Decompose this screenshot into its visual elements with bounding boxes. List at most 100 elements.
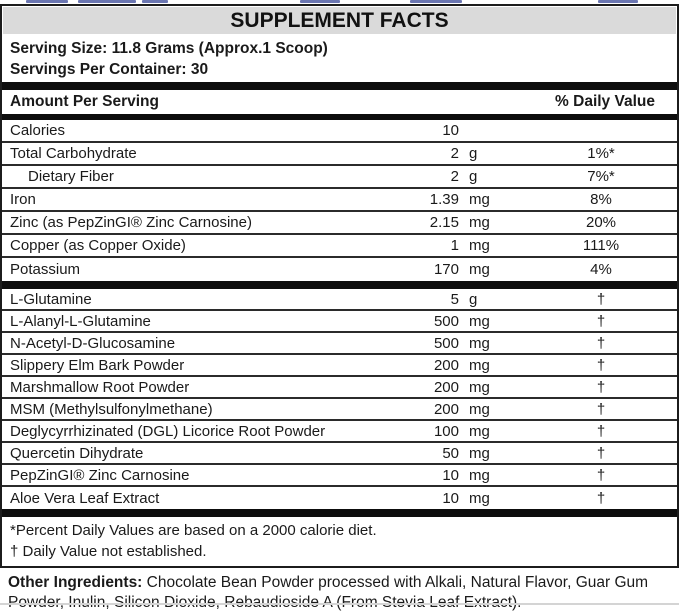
nutrient-name: Deglycyrrhizinated (DGL) Licorice Root P… bbox=[10, 422, 326, 440]
section-divider bbox=[2, 281, 677, 289]
nutrient-name: Calories bbox=[10, 122, 66, 139]
nutrient-daily-value: 4% bbox=[590, 261, 612, 278]
nutrient-unit: mg bbox=[469, 191, 490, 208]
nutrient-amount: 170 bbox=[433, 261, 459, 278]
nutrient-name: MSM (Methylsulfonylmethane) bbox=[10, 400, 213, 418]
nutrient-daily-value: 20% bbox=[585, 214, 617, 231]
cropped-text-strip bbox=[0, 0, 679, 4]
nutrient-daily-value: 111% bbox=[582, 237, 620, 254]
table-row-aloe-vera-leaf-extract: Aloe Vera Leaf Extract 10 mg † bbox=[2, 487, 677, 509]
nutrient-unit: mg bbox=[469, 334, 490, 352]
nutrient-name: Aloe Vera Leaf Extract bbox=[10, 489, 160, 507]
nutrient-daily-value: † bbox=[596, 489, 606, 507]
nutrient-name: Dietary Fiber bbox=[28, 168, 114, 185]
nutrient-unit: mg bbox=[469, 214, 490, 231]
nutrient-rows-main: Calories 10 Total Carbohydrate 2 g 1%* D… bbox=[2, 120, 677, 281]
nutrient-daily-value: 1%* bbox=[587, 145, 615, 162]
nutrient-daily-value: 8% bbox=[590, 191, 612, 208]
nutrient-daily-value: 7%* bbox=[587, 168, 615, 185]
nutrient-unit: g bbox=[469, 290, 478, 308]
nutrient-amount: 500 bbox=[433, 312, 459, 330]
nutrient-unit: mg bbox=[469, 466, 490, 484]
nutrient-amount: 500 bbox=[433, 334, 459, 352]
nutrient-daily-value: † bbox=[596, 400, 606, 418]
nutrient-daily-value: † bbox=[596, 312, 606, 330]
nutrient-amount: 50 bbox=[442, 444, 459, 462]
nutrient-daily-value: † bbox=[596, 422, 606, 440]
nutrient-daily-value: † bbox=[596, 334, 606, 352]
nutrient-name: Iron bbox=[10, 191, 36, 208]
nutrient-unit: mg bbox=[469, 261, 490, 278]
table-row-l-glutamine: L-Glutamine 5 g † bbox=[2, 289, 677, 311]
nutrient-amount: 2 bbox=[450, 145, 459, 162]
supplement-facts-panel: SUPPLEMENT FACTS Serving Size: 11.8 Gram… bbox=[0, 4, 679, 568]
nutrient-daily-value: † bbox=[596, 378, 606, 396]
nutrient-name: Quercetin Dihydrate bbox=[10, 444, 144, 462]
other-ingredients: Other Ingredients: Chocolate Bean Powder… bbox=[0, 568, 679, 613]
nutrient-name: Potassium bbox=[10, 261, 81, 278]
bottom-divider bbox=[0, 603, 679, 605]
nutrient-name: Slippery Elm Bark Powder bbox=[10, 356, 185, 374]
panel-title: SUPPLEMENT FACTS bbox=[230, 8, 449, 32]
table-row-copper: Copper (as Copper Oxide) 1 mg 111% bbox=[2, 235, 677, 258]
table-row-zinc: Zinc (as PepZinGI® Zinc Carnosine) 2.15 … bbox=[2, 212, 677, 235]
section-divider bbox=[2, 114, 677, 120]
table-row-dietary-fiber: Dietary Fiber 2 g 7%* bbox=[2, 166, 677, 189]
cropped-text-fragment bbox=[300, 0, 340, 3]
nutrient-amount: 1.39 bbox=[429, 191, 459, 208]
nutrient-daily-value: † bbox=[596, 466, 606, 484]
cropped-text-fragment bbox=[142, 0, 168, 3]
servings-per-container-line: Servings Per Container: 30 bbox=[10, 61, 209, 78]
nutrient-amount: 1 bbox=[450, 237, 459, 254]
nutrient-name: Total Carbohydrate bbox=[10, 145, 137, 162]
nutrient-name: PepZinGI® Zinc Carnosine bbox=[10, 466, 190, 484]
table-row-msm: MSM (Methylsulfonylmethane) 200 mg † bbox=[2, 399, 677, 421]
nutrient-amount: 5 bbox=[450, 290, 459, 308]
section-divider bbox=[2, 509, 677, 517]
nutrient-unit: mg bbox=[469, 378, 490, 396]
nutrient-unit: mg bbox=[469, 422, 490, 440]
table-row-potassium: Potassium 170 mg 4% bbox=[2, 258, 677, 281]
cropped-text-fragment bbox=[26, 0, 68, 3]
nutrient-name: L-Alanyl-L-Glutamine bbox=[10, 312, 151, 330]
nutrient-unit: mg bbox=[469, 237, 490, 254]
nutrient-unit: mg bbox=[469, 444, 490, 462]
table-row-marshmallow-root-powder: Marshmallow Root Powder 200 mg † bbox=[2, 377, 677, 399]
amount-per-serving-header: Amount Per Serving bbox=[10, 93, 159, 110]
nutrient-daily-value: † bbox=[596, 444, 606, 462]
section-divider bbox=[2, 82, 677, 90]
cropped-text-fragment bbox=[78, 0, 136, 3]
table-row-quercetin-dihydrate: Quercetin Dihydrate 50 mg † bbox=[2, 443, 677, 465]
serving-info: Serving Size: 11.8 Grams (Approx.1 Scoop… bbox=[2, 35, 677, 82]
nutrient-amount: 200 bbox=[433, 356, 459, 374]
cropped-text-fragment bbox=[598, 0, 638, 3]
table-row-dgl-licorice-root-powder: Deglycyrrhizinated (DGL) Licorice Root P… bbox=[2, 421, 677, 443]
serving-size-line: Serving Size: 11.8 Grams (Approx.1 Scoop… bbox=[10, 40, 328, 57]
table-row-iron: Iron 1.39 mg 8% bbox=[2, 189, 677, 212]
nutrient-amount: 100 bbox=[433, 422, 459, 440]
nutrient-name: Marshmallow Root Powder bbox=[10, 378, 190, 396]
nutrient-amount: 200 bbox=[433, 400, 459, 418]
table-row-pepzingi-zinc-carnosine: PepZinGI® Zinc Carnosine 10 mg † bbox=[2, 465, 677, 487]
nutrient-daily-value: † bbox=[596, 290, 606, 308]
nutrient-name: L-Glutamine bbox=[10, 290, 92, 308]
cropped-text-fragment bbox=[410, 0, 462, 3]
nutrient-name: N-Acetyl-D-Glucosamine bbox=[10, 334, 176, 352]
nutrient-unit: mg bbox=[469, 356, 490, 374]
nutrient-unit: g bbox=[469, 168, 478, 185]
panel-title-bar: SUPPLEMENT FACTS bbox=[3, 7, 676, 34]
footnote-daily-values: *Percent Daily Values are based on a 200… bbox=[10, 522, 377, 539]
nutrient-amount: 2.15 bbox=[429, 214, 459, 231]
nutrient-name: Zinc (as PepZinGI® Zinc Carnosine) bbox=[10, 214, 252, 231]
nutrient-rows-blend: L-Glutamine 5 g † L-Alanyl-L-Glutamine 5… bbox=[2, 289, 677, 509]
footnote-dagger: † Daily Value not established. bbox=[10, 543, 207, 560]
nutrient-unit: mg bbox=[469, 312, 490, 330]
nutrient-daily-value: † bbox=[596, 356, 606, 374]
footnotes: *Percent Daily Values are based on a 200… bbox=[2, 517, 677, 566]
table-row-total-carbohydrate: Total Carbohydrate 2 g 1%* bbox=[2, 143, 677, 166]
table-row-calories: Calories 10 bbox=[2, 120, 677, 143]
nutrient-amount: 10 bbox=[442, 466, 459, 484]
nutrient-amount: 2 bbox=[450, 168, 459, 185]
table-row-slippery-elm-bark-powder: Slippery Elm Bark Powder 200 mg † bbox=[2, 355, 677, 377]
table-row-l-alanyl-l-glutamine: L-Alanyl-L-Glutamine 500 mg † bbox=[2, 311, 677, 333]
